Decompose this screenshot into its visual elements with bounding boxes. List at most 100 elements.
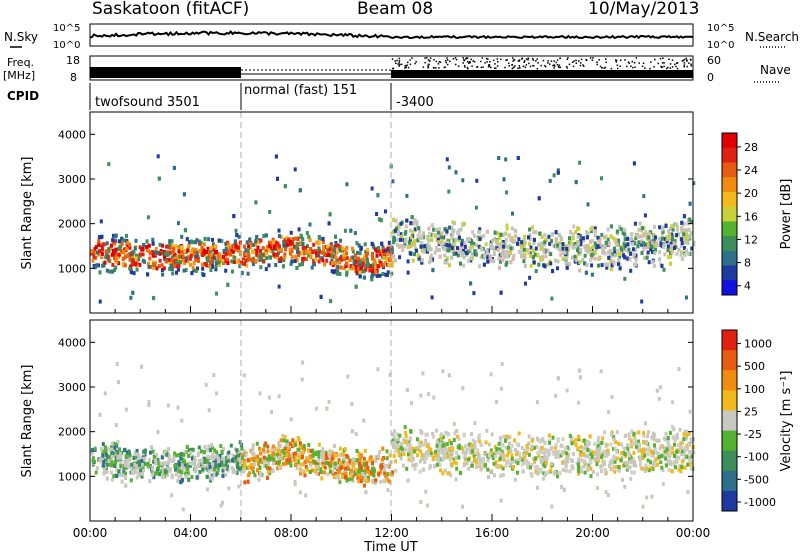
velocity-cell <box>613 446 617 451</box>
power-cell <box>460 253 464 258</box>
power-cell <box>345 256 349 260</box>
power-cell <box>315 240 319 245</box>
power-cell <box>222 254 226 259</box>
nave-dot <box>686 60 688 62</box>
nave-dot <box>535 60 537 62</box>
velocity-cell <box>534 469 538 474</box>
velocity-cell <box>527 452 531 457</box>
power-cell <box>158 242 162 247</box>
power-cell <box>157 264 161 269</box>
nave-dot <box>604 66 607 69</box>
power-cell <box>658 250 662 255</box>
power-cell <box>688 217 692 222</box>
velocity-cell <box>595 447 599 452</box>
velocity-cell <box>516 450 520 455</box>
velocity-cell <box>513 438 517 443</box>
velocity-cell <box>571 451 575 456</box>
nave-dot <box>683 64 686 66</box>
velocity-cell <box>454 477 458 482</box>
velocity-cell <box>317 471 320 476</box>
power-cell <box>168 260 172 265</box>
nave-dot <box>398 57 401 60</box>
power-cell <box>206 256 210 261</box>
nave-dot <box>688 62 690 64</box>
velocity-cell <box>526 446 530 451</box>
power-cell <box>586 231 590 236</box>
velocity-cell <box>374 458 378 463</box>
velocity-cell <box>90 448 94 453</box>
power-cell <box>499 241 503 246</box>
power-cell <box>277 228 281 233</box>
nave-dot <box>533 65 535 67</box>
velocity-cell <box>339 446 342 451</box>
power-cell <box>477 244 481 249</box>
power-cell <box>585 235 589 240</box>
power-cell <box>404 224 408 229</box>
power-cell <box>445 157 449 162</box>
power-cell <box>160 268 164 272</box>
velocity-cell <box>366 475 370 480</box>
velocity-cell <box>677 367 681 371</box>
power-cell <box>667 229 671 234</box>
velocity-cell <box>328 465 332 470</box>
power-cell <box>556 266 559 271</box>
power-cell <box>578 260 582 265</box>
power-cell <box>512 253 516 258</box>
power-cell <box>238 264 242 269</box>
velocity-cell <box>515 452 519 457</box>
velocity-cell <box>611 456 615 461</box>
power-cell <box>422 248 425 253</box>
power-cell <box>680 256 684 261</box>
velocity-cell <box>104 449 108 454</box>
velocity-cell <box>579 458 583 463</box>
power-cell <box>505 254 509 259</box>
nave-dot <box>400 63 403 66</box>
power-cell <box>152 262 156 267</box>
power-cell <box>189 251 193 256</box>
power-cell <box>456 246 459 251</box>
power-cell <box>264 267 268 272</box>
velocity-cell <box>679 452 683 456</box>
nave-dot <box>641 65 644 67</box>
power-cell <box>330 269 334 274</box>
power-cell <box>600 176 603 181</box>
freq-tick-18: 18 <box>66 54 80 67</box>
velocity-cell <box>110 441 114 446</box>
power-cell <box>396 232 400 237</box>
power-cell <box>540 235 544 239</box>
power-cell <box>293 167 297 172</box>
power-cell <box>396 237 399 242</box>
power-cell <box>458 250 462 254</box>
velocity-cell <box>270 410 273 415</box>
velocity-cell <box>487 442 491 447</box>
velocity-cell <box>177 460 181 465</box>
power-cell <box>259 249 262 253</box>
power-cell <box>197 239 201 244</box>
power-cell <box>666 244 670 249</box>
power-cell <box>243 244 246 249</box>
velocity-cell <box>646 434 649 439</box>
power-cell <box>548 241 552 246</box>
power-cell <box>550 296 554 301</box>
nave-dot <box>532 64 534 67</box>
power-cell <box>286 238 290 242</box>
velocity-cell <box>566 455 570 460</box>
velocity-cell <box>263 450 267 454</box>
power-cell <box>671 247 674 252</box>
power-cell <box>183 249 186 253</box>
velocity-cell <box>472 453 476 458</box>
power-cell <box>289 261 293 266</box>
velocity-cell <box>673 454 676 458</box>
power-cell <box>501 240 505 244</box>
velocity-cell <box>624 454 628 459</box>
power-cell <box>221 258 225 263</box>
nave-dot <box>437 63 440 65</box>
power-cell <box>531 225 535 230</box>
velocity-cell <box>629 476 633 481</box>
power-cell <box>640 242 644 247</box>
velocity-cell <box>455 450 458 455</box>
nave-dot <box>444 66 446 68</box>
nave-dot <box>575 62 577 64</box>
power-cell <box>403 231 407 236</box>
